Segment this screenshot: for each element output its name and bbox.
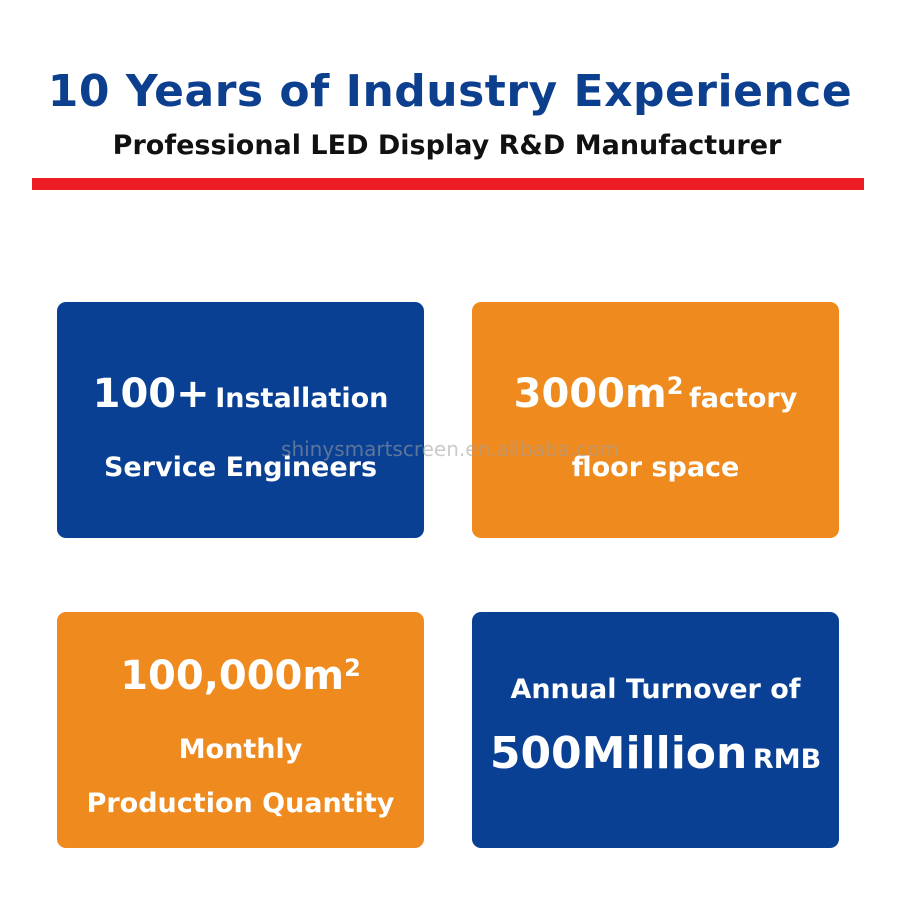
stat-label: Production Quantity xyxy=(86,788,395,819)
stat-label: Annual Turnover of xyxy=(510,674,801,705)
stat-card-engineers: 100+ Installation Service Engineers xyxy=(57,302,424,538)
red-divider xyxy=(32,178,864,190)
stat-label: Service Engineers xyxy=(103,452,378,483)
superscript: 2 xyxy=(666,371,684,400)
stat-label: Installation xyxy=(215,383,389,414)
stat-value: 100+ xyxy=(92,371,210,417)
page-subtitle: Professional LED Display R&D Manufacture… xyxy=(112,130,782,161)
stat-card-turnover-line2: 500Million RMB xyxy=(472,724,839,793)
stat-value: 500Million xyxy=(489,728,748,779)
stat-label: Monthly xyxy=(178,734,303,765)
stat-unit: RMB xyxy=(752,744,822,775)
page-title: 10 Years of Industry Experience xyxy=(47,66,853,117)
stat-card-factory-line1: 3000m2 factory xyxy=(472,366,839,430)
stat-value: 100,000m2 xyxy=(120,653,361,699)
stat-card-engineers-line1: 100+ Installation xyxy=(57,366,424,430)
superscript: 2 xyxy=(344,653,361,682)
stat-card-factory: 3000m2 factory floor space xyxy=(472,302,839,538)
stat-card-turnover: Annual Turnover of 500Million RMB xyxy=(472,612,839,848)
stat-value: 3000m2 xyxy=(513,371,684,417)
stat-card-production: 100,000m2 Monthly Production Quantity xyxy=(57,612,424,848)
stat-label: factory xyxy=(688,383,798,414)
stat-label: floor space xyxy=(571,452,740,483)
